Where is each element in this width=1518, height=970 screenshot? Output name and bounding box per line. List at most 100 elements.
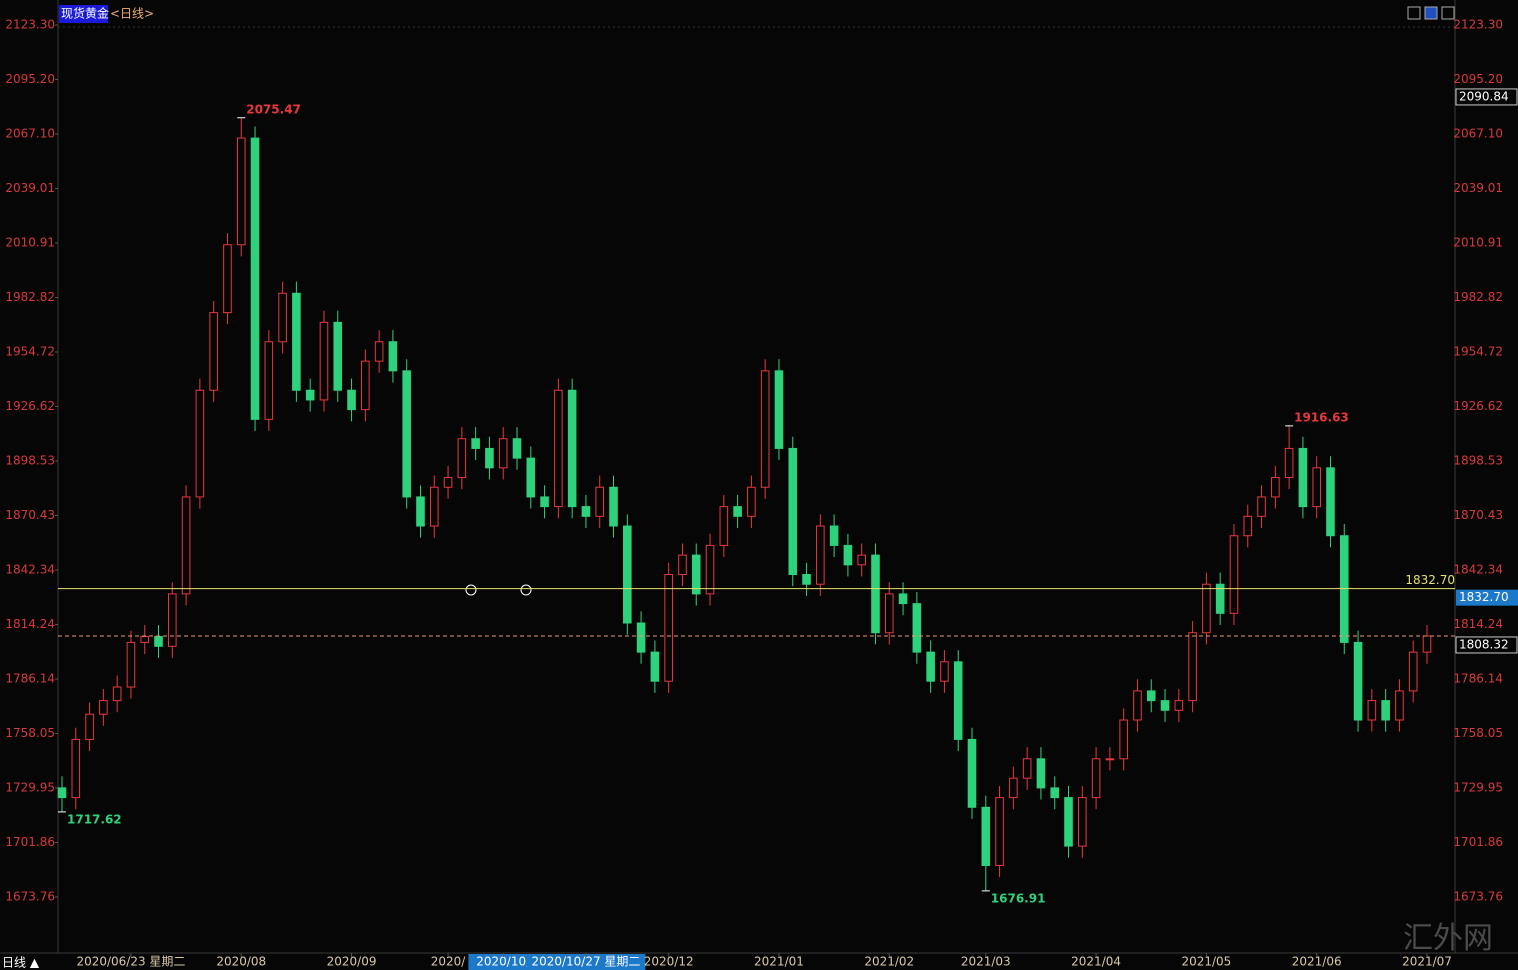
period-label[interactable]: 日线 ▲ [2, 956, 40, 970]
candle-body [802, 574, 811, 585]
candle-body [305, 389, 315, 401]
candle-body [774, 370, 784, 449]
candle-body [154, 636, 163, 647]
x-tick-highlight [468, 954, 539, 970]
candle-body [181, 496, 191, 595]
x-tick-label: 2021/07 [1402, 955, 1452, 969]
candle-body [333, 321, 343, 391]
tool-button[interactable] [1424, 6, 1438, 20]
candle-body [1408, 651, 1418, 692]
y-tick-label-right: 1673.76 [1453, 889, 1503, 903]
candle-body [57, 787, 67, 799]
y-tick-label: 1954.72 [5, 344, 55, 358]
candle-body [829, 525, 839, 546]
x-tick-label: 2020/ [431, 955, 467, 969]
x-tick-label: 2020/06/23 星期二 [76, 955, 185, 969]
y-tick-label-right: 1786.14 [1453, 671, 1503, 685]
candle-body [1050, 787, 1060, 799]
y-tick-label-right: 1814.24 [1453, 617, 1503, 631]
candle-body [1215, 583, 1225, 614]
candle-body [1009, 777, 1018, 799]
candle-body [843, 544, 853, 566]
tool-button[interactable] [1407, 6, 1421, 20]
y-tick-label: 1842.34 [5, 562, 55, 576]
candle-body [526, 457, 536, 498]
y-tick-label-right: 1982.82 [1453, 290, 1503, 304]
candle-body [623, 525, 632, 624]
candle-body [1036, 758, 1046, 789]
candle-body [1202, 583, 1211, 634]
x-tick-label: 2020/08 [216, 955, 266, 969]
candle-body [857, 554, 866, 566]
candle-body [1284, 447, 1294, 479]
candle-body [195, 389, 205, 498]
candle-body [292, 292, 301, 391]
candle-body [636, 622, 646, 653]
cursor-price-box [1455, 88, 1518, 106]
x-tick-label: 2020/09 [327, 955, 377, 969]
x-tick-label: 2021/02 [864, 955, 914, 969]
candle-body [1064, 797, 1073, 847]
y-tick-label-right: 2010.91 [1453, 235, 1503, 249]
candle-body [140, 636, 150, 643]
price-box [1455, 636, 1518, 654]
candle-body [250, 137, 260, 420]
candle-body [223, 244, 232, 314]
x-tick-label: 2021/05 [1181, 955, 1231, 969]
candle-body [361, 360, 370, 411]
y-tick-label: 1673.76 [5, 889, 55, 903]
candle-body [747, 486, 756, 517]
y-tick-label: 2039.01 [5, 181, 55, 195]
candle-body [319, 321, 329, 401]
x-tick-label: 2021/03 [961, 955, 1011, 969]
y-tick-label-right: 1729.95 [1453, 780, 1503, 794]
candle-body [760, 370, 770, 488]
candle-body [126, 641, 136, 688]
y-tick-label-right: 1701.86 [1453, 835, 1503, 849]
candle-body [1105, 758, 1115, 761]
candle-body [85, 713, 94, 740]
x-tick-label: 2020/10/ [476, 955, 531, 969]
y-tick-label: 1701.86 [5, 835, 55, 849]
y-tick-label-right: 1870.43 [1453, 508, 1503, 522]
candle-body [429, 486, 439, 527]
candle-body [402, 370, 411, 498]
y-tick-label: 2095.20 [5, 72, 55, 86]
candle-body [788, 447, 798, 576]
candle-body [1326, 467, 1335, 537]
y-tick-label-right: 1898.53 [1453, 453, 1503, 467]
candle-body [719, 506, 729, 546]
line-handle[interactable] [520, 584, 532, 596]
tool-button[interactable] [1441, 6, 1455, 20]
candle-body [912, 603, 922, 653]
y-tick-label: 1870.43 [5, 508, 55, 522]
candle-body [664, 574, 673, 682]
candle-body [691, 554, 701, 595]
candle-body [981, 806, 991, 866]
y-tick-label-right: 2039.01 [1453, 181, 1503, 195]
candle-body [540, 496, 549, 508]
candle-body [1257, 496, 1266, 517]
y-tick-label-right: 1954.72 [1453, 344, 1503, 358]
candle-body [1271, 477, 1280, 498]
extreme-label: 2075.47 [246, 102, 301, 116]
extreme-label: 1676.91 [991, 891, 1046, 905]
candle-body [1243, 515, 1253, 537]
y-tick-label: 1786.14 [5, 671, 55, 685]
line-handle[interactable] [465, 584, 477, 596]
candle-body [374, 341, 384, 362]
candle-body [1133, 690, 1142, 721]
candle-body [898, 593, 908, 605]
candle-body [650, 651, 660, 682]
candle-body [733, 506, 742, 517]
candle-body [1078, 797, 1087, 847]
candle-body [264, 341, 274, 420]
y-tick-label: 1982.82 [5, 290, 55, 304]
candle-body [595, 486, 605, 517]
candle-body [705, 544, 715, 595]
candle-body [1353, 641, 1363, 721]
candle-body [168, 593, 177, 647]
candle-body [609, 486, 618, 527]
